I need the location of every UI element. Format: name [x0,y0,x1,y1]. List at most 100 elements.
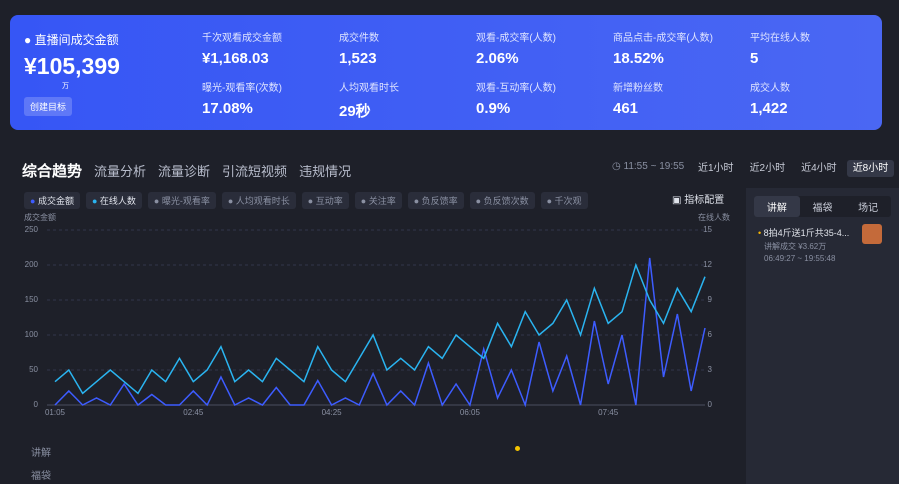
metric-value: 18.52% [613,50,664,67]
metric-label: 成交人数 [750,83,790,94]
item-time: 06:49:27 ~ 19:55:48 [764,254,836,263]
metric-value: 1,523 [339,50,377,67]
side-tabs: 讲解 福袋 场记 [754,196,891,217]
metric-label: 成交件数 [339,33,379,44]
legend-dot: ● [153,196,162,206]
metric: 人均观看时长 29秒 [339,79,399,121]
y-tick-label: 0 [34,400,39,409]
tab[interactable]: 引流短视频 [222,164,288,179]
metric-label: 千次观看成交金额 [202,33,282,44]
time-range-text: 11:55 ~ 19:55 [623,161,685,172]
y-tick-label: 200 [25,260,39,269]
metric-value: 17.08% [202,100,253,117]
tab[interactable]: 综合趋势 [22,163,83,180]
summary-title-text: 直播间成交金额 [34,33,119,47]
item-thumb [862,224,882,244]
legend-dot: ● [475,196,484,206]
legend: ● 成交金额 ● 在线人数 ● 曝光-观看率 ● 人均观看时长 ● 互动率 ● 关注率 ● … [24,191,664,209]
legend-label: 人均观看时长 [235,196,290,206]
side-tab[interactable]: 场记 [858,203,879,214]
metric-value: 461 [613,100,639,117]
y-axis-title: 成交金额 [24,212,56,222]
metric-value: 29秒 [339,103,371,120]
legend-dot: ● [546,196,555,206]
metric-label: 观看-成交率(人数) [476,33,556,44]
summary-title: ● 直播间成交金额 [24,33,119,47]
series-line [54,257,706,408]
metric: 观看-互动率(人数) 0.9% [476,79,556,117]
tab[interactable]: 流量分析 [94,164,147,179]
metric-value: 5 [750,50,759,67]
tab[interactable]: 流量诊断 [158,164,211,179]
tab[interactable]: 违规情况 [299,164,352,179]
legend-dot: ● [307,196,316,206]
create-goal-button[interactable]: 创建目标 [24,97,73,116]
metric: 曝光-观看率(次数) 17.08% [202,79,282,117]
range-button[interactable]: 近2小时 [749,163,786,174]
legend-label: 负反馈率 [421,196,458,206]
metric-value: 0.9% [476,100,511,117]
item-sub: 讲解成交 ¥3.62万 [764,242,827,251]
legend-dot: ● [30,196,38,206]
metric: 观看-成交率(人数) 2.06% [476,29,556,67]
time-range: ◷ 11:55 ~ 19:55 [612,161,685,172]
metric-value: 1,422 [750,100,788,117]
legend-item[interactable]: ● 互动率 [301,192,349,209]
range-button[interactable]: 近8小时 [846,160,895,177]
legend-item[interactable]: ● 关注率 [354,192,402,209]
metric: 商品点击-成交率(人数) 18.52% [613,29,713,67]
legend-dot: ● [413,196,422,206]
summary-value: ¥105,399 [24,53,120,79]
legend-label: 在线人数 [99,196,136,206]
summary-card: ● 直播间成交金额 ¥105,399 万 创建目标 千次观看成交金额 ¥1,168… [10,15,882,130]
y2-axis-title: 在线人数 [698,212,730,222]
metric: 成交件数 1,523 [339,29,379,67]
item-title-text: 8拍4斤送1斤共35-4... [763,228,850,238]
metric-value: ¥1,168.03 [202,50,269,67]
legend-item[interactable]: ● 负反馈次数 [469,192,535,209]
legend-dot: ● [227,196,236,206]
legend-label: 成交金额 [37,196,74,206]
metric-label: 平均在线人数 [750,33,810,44]
config-button[interactable]: ▣ 指标配置 [672,195,725,206]
metric-label: 人均观看时长 [339,83,399,94]
legend-item[interactable]: ● 在线人数 [85,192,142,209]
legend-label: 曝光-观看率 [161,196,210,206]
y2-tick-label: 0 [708,400,713,409]
y-tick-label: 100 [25,330,39,339]
range-button[interactable]: 近4小时 [801,163,837,174]
timeline-dot [515,446,520,451]
legend-dot: ● [91,196,100,206]
side-tab[interactable]: 福袋 [812,203,833,214]
metric: 新增粉丝数 461 [613,79,663,117]
metric-label: 商品点击-成交率(人数) [613,33,713,44]
summary-unit: 万 [62,83,69,90]
range-button[interactable]: 近1小时 [698,163,734,174]
y2-tick-label: 3 [708,365,713,374]
series-line [54,262,706,395]
side-tab[interactable]: 讲解 [754,196,800,217]
metric: 千次观看成交金额 ¥1,168.03 [202,29,282,67]
side-panel: 讲解 福袋 场记 • 8拍4斤送1斤共35-4... 讲解成交 ¥3.62万 06:… [746,188,899,484]
metric: 成交人数 1,422 [750,79,790,117]
x-tick-label: 01:05 [45,408,66,417]
metric-label: 曝光-观看率(次数) [202,83,282,94]
y-tick-label: 250 [25,225,39,234]
x-tick-label: 04:25 [322,408,343,417]
x-tick-label: 07:45 [598,408,619,417]
legend-item[interactable]: ● 曝光-观看率 [147,192,216,209]
legend-item[interactable]: ● 负反馈率 [407,192,464,209]
tabs: 综合趋势 流量分析 流量诊断 引流短视频 违规情况 [22,160,363,181]
legend-item[interactable]: ● 千次观 [540,192,588,209]
legend-label: 千次观 [554,196,582,206]
y2-tick-label: 15 [703,225,712,234]
y-tick-label: 150 [25,295,39,304]
y2-tick-label: 9 [708,295,713,304]
legend-item[interactable]: ● 人均观看时长 [221,192,296,209]
row-label: 福袋 [31,471,51,482]
legend-item[interactable]: ● 成交金额 [24,192,80,209]
metric: 平均在线人数 5 [750,29,810,67]
legend-label: 互动率 [315,196,343,206]
